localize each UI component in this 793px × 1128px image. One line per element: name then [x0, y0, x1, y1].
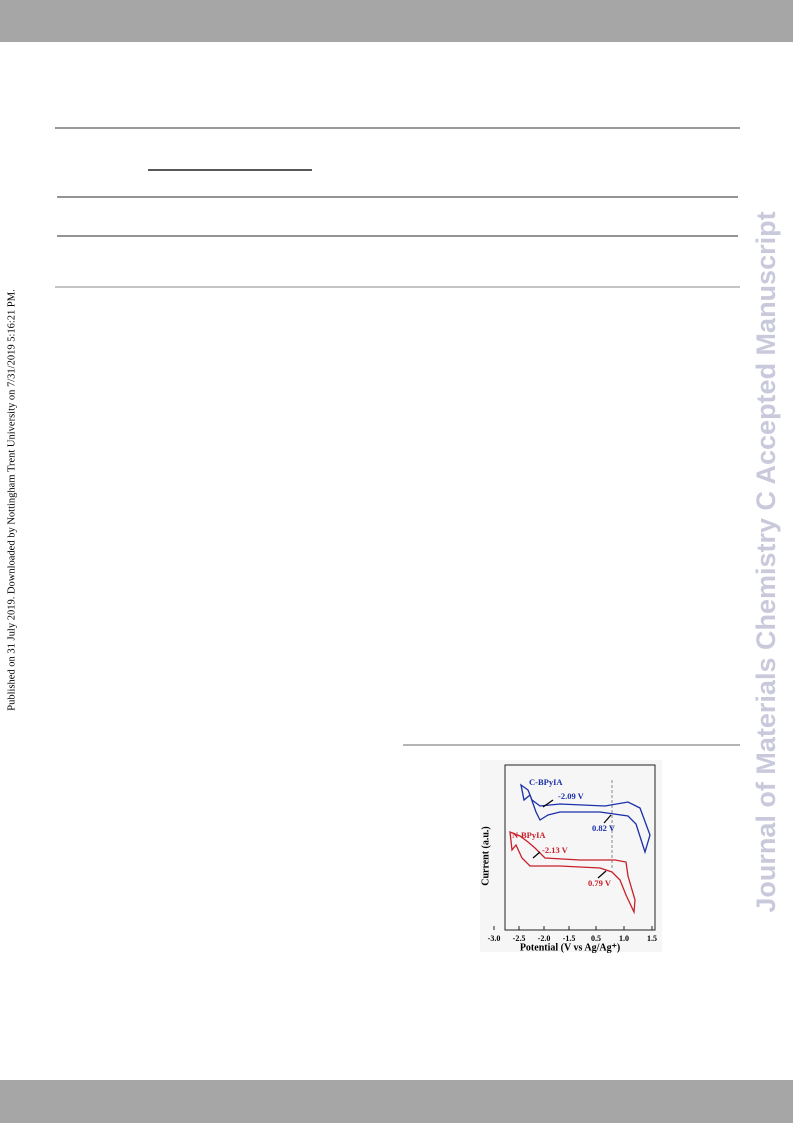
x-tick-label: 1.0 — [619, 934, 629, 943]
header-bar — [0, 0, 793, 42]
cv-curve — [509, 830, 636, 915]
x-tick-label: -1.5 — [563, 934, 576, 943]
figure-frame — [480, 760, 662, 952]
arrow — [597, 870, 607, 879]
plot-frame — [504, 764, 656, 931]
arrow — [542, 799, 554, 808]
y-axis-label: Current (a.u.) — [480, 826, 491, 886]
x-tick-label: 1.5 — [647, 934, 657, 943]
annotation: 0.79 V — [588, 878, 612, 888]
figure: Current (a.u.) Potential (V vs Ag/Ag⁺) — [480, 760, 662, 953]
x-axis-label: Potential (V vs Ag/Ag⁺) — [520, 942, 620, 953]
arrow — [603, 814, 612, 824]
x-tick-label: -2.5 — [513, 934, 526, 943]
x-tick-label: -3.0 — [488, 934, 501, 943]
arrow — [532, 851, 541, 859]
annotation: -2.13 V — [542, 845, 569, 855]
watermark: Journal of Materials Chemistry C Accepte… — [751, 211, 781, 912]
cv-curve — [520, 783, 651, 855]
annotation: C-BPyIA — [529, 777, 563, 787]
provenance: Published on 31 July 2019. Downloaded by… — [6, 289, 17, 710]
x-tick-label: 0.5 — [591, 934, 601, 943]
x-tick-label: -2.0 — [538, 934, 551, 943]
annotation: 0.82 V — [592, 823, 616, 833]
footer-bar — [0, 1080, 793, 1123]
annotation: N-BPyIA — [512, 830, 546, 840]
annotation: -2.09 V — [558, 791, 585, 801]
